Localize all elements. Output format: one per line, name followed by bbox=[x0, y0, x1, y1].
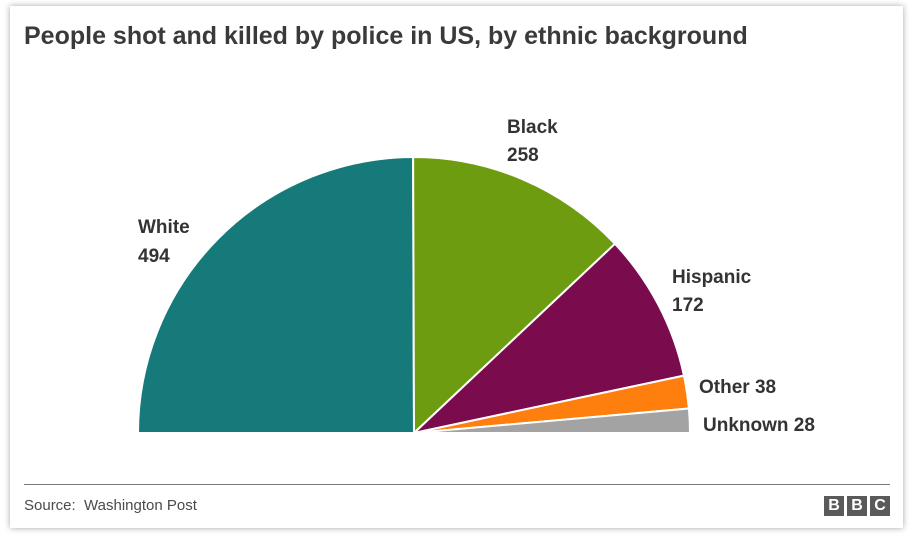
bbc-logo-letter: C bbox=[870, 496, 890, 516]
label-unknown: Unknown 28 bbox=[703, 415, 815, 436]
label-white-name: White bbox=[138, 217, 190, 238]
bbc-logo-letter: B bbox=[847, 496, 867, 516]
slice-unknown bbox=[413, 407, 691, 434]
label-black-name: Black bbox=[507, 117, 558, 138]
footer-divider bbox=[24, 484, 890, 485]
bbc-logo-letter: B bbox=[824, 496, 844, 516]
label-black-value: 258 bbox=[507, 145, 539, 166]
label-hispanic-value: 172 bbox=[672, 295, 704, 316]
label-white-value: 494 bbox=[138, 246, 170, 267]
slice-white bbox=[137, 156, 415, 434]
chart-title: People shot and killed by police in US, … bbox=[24, 22, 748, 50]
source-note: Source: Washington Post bbox=[24, 497, 197, 514]
slice-hispanic bbox=[413, 242, 685, 434]
label-hispanic-name: Hispanic bbox=[672, 267, 752, 288]
slice-black bbox=[412, 155, 616, 434]
label-other: Other 38 bbox=[699, 377, 776, 398]
bbc-logo: B B C bbox=[824, 496, 890, 516]
